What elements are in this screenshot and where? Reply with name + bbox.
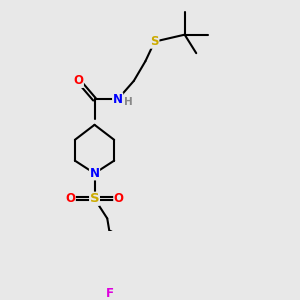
Text: F: F xyxy=(106,287,114,300)
Text: H: H xyxy=(124,97,132,107)
Text: O: O xyxy=(65,192,75,205)
Text: N: N xyxy=(112,93,123,106)
Text: S: S xyxy=(90,192,99,205)
Text: O: O xyxy=(73,74,83,87)
Text: O: O xyxy=(114,192,124,205)
Text: S: S xyxy=(150,35,159,48)
Text: N: N xyxy=(89,167,100,180)
